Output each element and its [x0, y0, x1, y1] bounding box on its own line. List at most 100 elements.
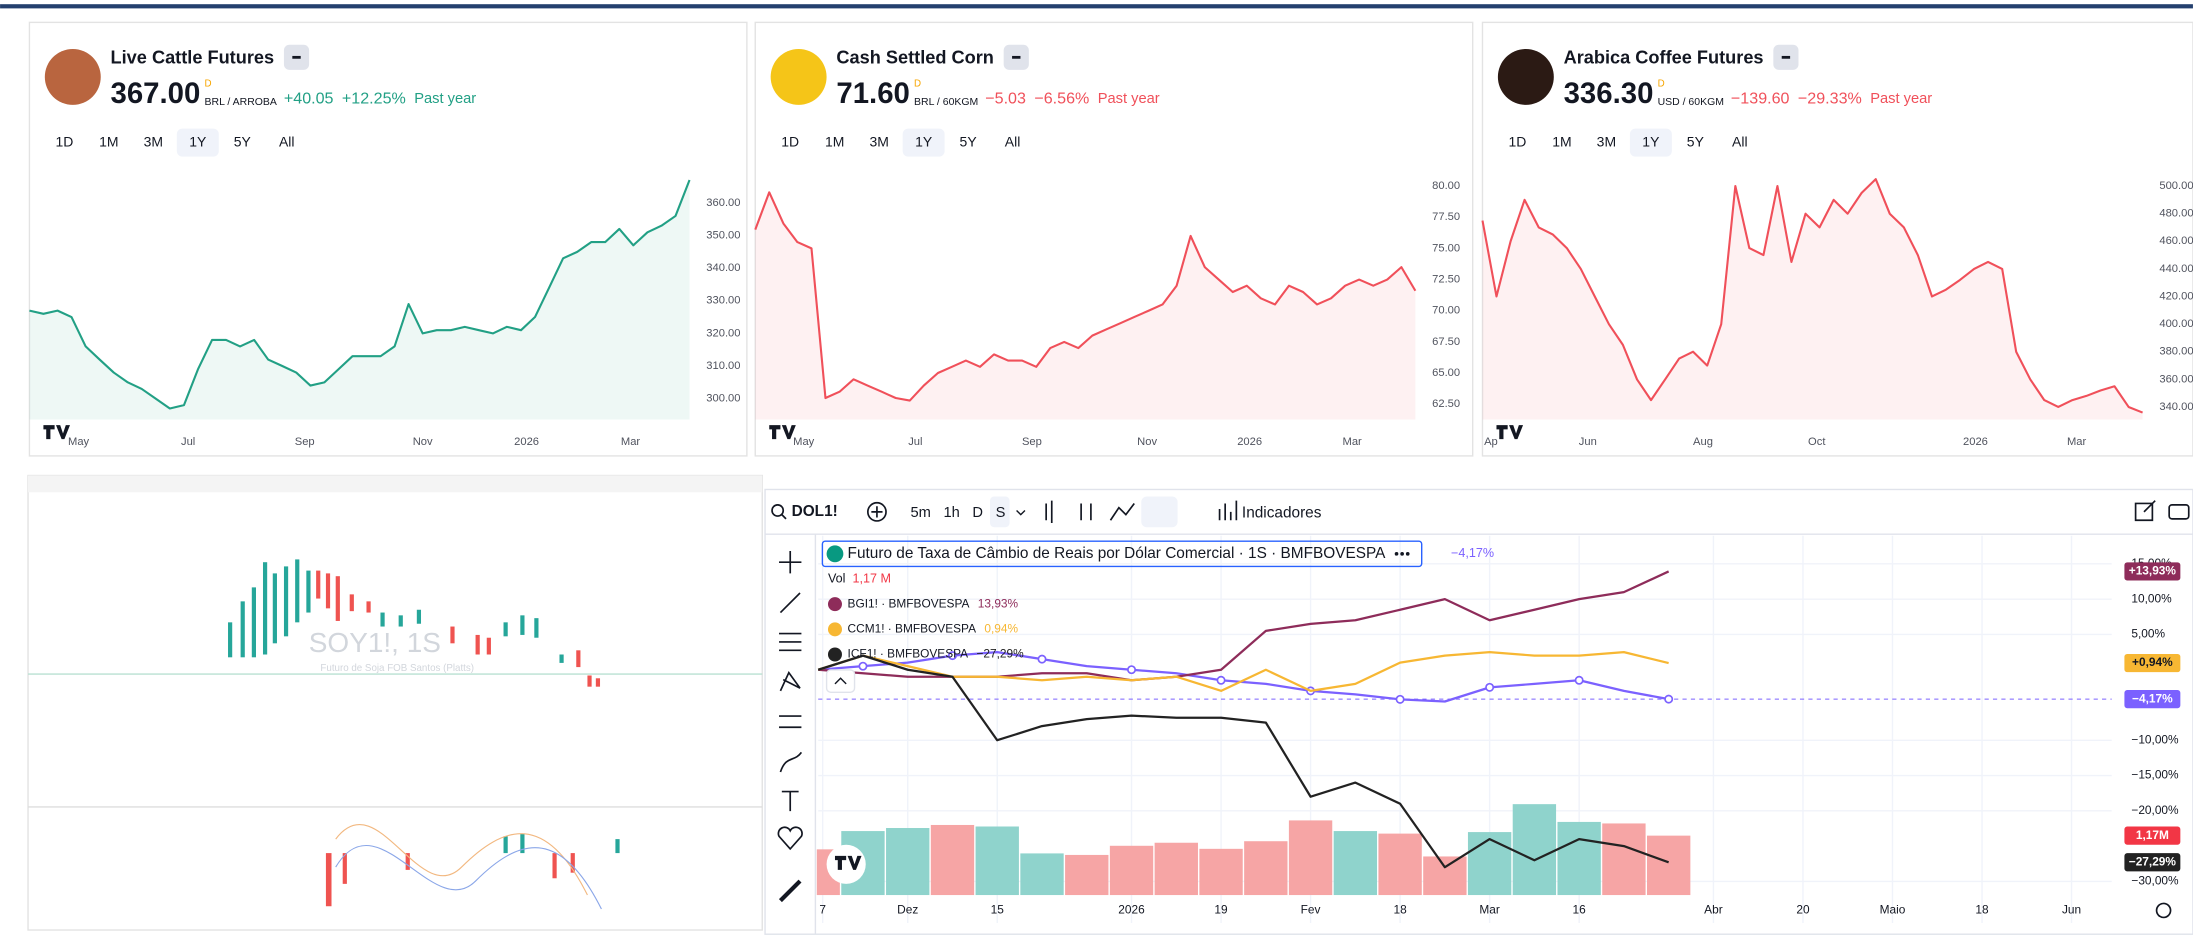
period: Past year — [1870, 91, 1932, 107]
symbol: DOL1! — [792, 503, 838, 520]
range-button[interactable]: All — [1732, 133, 1748, 149]
drawing-tools[interactable] — [777, 551, 803, 903]
range-button[interactable]: 5Y — [1687, 133, 1705, 149]
series-marker — [1037, 654, 1047, 664]
ruler-tool[interactable] — [778, 879, 802, 903]
y-tick-label: 500.00 — [2159, 180, 2193, 192]
interval-chevron — [1016, 509, 1026, 516]
y-tick-label: 65.00 — [1432, 367, 1460, 379]
volume-badge-label: 1,17M — [2136, 828, 2169, 842]
search-icon[interactable] — [771, 504, 785, 517]
range-button[interactable]: 3M — [869, 133, 888, 149]
legend-name: CCM1! · BMFBOVESPA — [848, 621, 977, 635]
range-button[interactable]: 1M — [1552, 133, 1571, 149]
x-tick-label: Maio — [1880, 903, 1906, 917]
interval-button[interactable]: 5m — [910, 505, 930, 521]
y-tick-label: 80.00 — [1432, 180, 1460, 192]
chart-type-area[interactable] — [1109, 502, 1135, 521]
indicators-button[interactable]: Indicadores — [1242, 504, 1322, 521]
change: −139.60 — [1731, 90, 1790, 108]
x-tick-label: 2026 — [1118, 903, 1145, 917]
price-flag: D — [205, 78, 212, 89]
area — [1482, 179, 2143, 420]
x-tick-label: Abr — [1704, 903, 1723, 917]
range-button[interactable]: 1Y — [915, 133, 933, 149]
volume-bar — [975, 826, 1019, 896]
interval-button[interactable]: 1h — [943, 505, 959, 521]
range-button[interactable]: 1M — [825, 133, 844, 149]
change: +40.05 — [284, 90, 334, 108]
range-button[interactable]: 5Y — [234, 133, 252, 149]
x-tick-label: 2026 — [1963, 436, 1988, 448]
legend-icon — [827, 622, 842, 637]
crosshair-tool[interactable] — [779, 551, 802, 574]
range-active-bg — [902, 128, 945, 157]
volume-legend-value: 1,17 M — [852, 571, 890, 585]
search-icon-handle[interactable] — [781, 514, 787, 520]
range-button[interactable]: All — [1005, 133, 1021, 149]
price-flag: D — [1658, 78, 1665, 89]
legend-more-dot — [1405, 551, 1410, 556]
y-tick-label: 62.50 — [1432, 398, 1460, 410]
series-marker — [948, 651, 957, 661]
y-tick-label: 300.00 — [706, 393, 740, 405]
x-tick-label: Jun — [2062, 903, 2081, 917]
range-button[interactable]: 3M — [144, 133, 163, 149]
range-button[interactable]: 1D — [55, 133, 73, 149]
indicators-icon[interactable] — [1218, 500, 1238, 521]
series-marker — [1485, 682, 1495, 692]
settings-icon[interactable] — [2155, 902, 2172, 919]
range-button[interactable]: All — [279, 133, 295, 149]
fullscreen-icon[interactable] — [2134, 500, 2156, 522]
series-marker — [1127, 665, 1137, 675]
compare-button[interactable] — [867, 501, 887, 522]
series-marker — [858, 661, 868, 671]
volume-bar — [1154, 842, 1198, 896]
y-tick-label: −10,00% — [2131, 732, 2179, 746]
range-button[interactable]: 1Y — [189, 133, 207, 149]
x-tick-label: Sep — [1022, 436, 1042, 448]
interval-button[interactable]: S — [996, 505, 1006, 521]
volume-bar — [1244, 841, 1288, 896]
interval-button[interactable]: D — [972, 505, 983, 521]
range-button[interactable]: 1M — [99, 133, 118, 149]
x-tick-label: Aug — [1693, 436, 1713, 448]
brush-tool[interactable] — [779, 751, 803, 773]
x-tick-label: Ap — [1484, 436, 1498, 448]
tv-logo — [769, 425, 796, 440]
line — [754, 191, 1417, 402]
range-button[interactable]: 1D — [781, 133, 799, 149]
axis-badge-label: −27,29% — [2129, 854, 2177, 868]
volume-bar — [1288, 820, 1333, 896]
y-tick-label: 67.50 — [1432, 336, 1460, 348]
snapshot-icon[interactable] — [2168, 504, 2190, 520]
range-button[interactable]: 3M — [1597, 133, 1616, 149]
volume-bar — [1602, 823, 1646, 896]
period: Past year — [414, 91, 476, 107]
trendline-tool[interactable] — [779, 592, 801, 614]
favorite-tool[interactable] — [777, 826, 803, 851]
x-tick-label: Nov — [1137, 436, 1157, 448]
volume-bar — [1467, 832, 1512, 896]
range-button[interactable]: 5Y — [960, 133, 978, 149]
tv-logo — [43, 425, 70, 440]
legend-value: 0,94% — [984, 621, 1018, 635]
area — [755, 192, 1416, 420]
range-button[interactable]: 1Y — [1642, 133, 1660, 149]
text-tool[interactable] — [781, 790, 799, 812]
compare-plus[interactable] — [871, 506, 883, 518]
fib-tool[interactable] — [779, 632, 802, 652]
widget-title: Arabica Coffee Futures — [1564, 48, 1764, 68]
y-tick-label: −20,00% — [2131, 803, 2179, 817]
forecast-tool[interactable] — [779, 715, 802, 729]
x-tick-label: Sep — [295, 436, 315, 448]
range-active-bg — [1629, 128, 1672, 157]
asset-icon — [770, 48, 827, 105]
pattern-tool[interactable] — [779, 671, 801, 692]
range-button[interactable]: 1D — [1509, 133, 1527, 149]
series-line — [817, 654, 1670, 869]
volume-bar — [1065, 854, 1109, 896]
chart-type-bars[interactable] — [1045, 500, 1092, 524]
price: 336.30 — [1564, 77, 1654, 110]
y-tick-label: 350.00 — [706, 229, 740, 241]
